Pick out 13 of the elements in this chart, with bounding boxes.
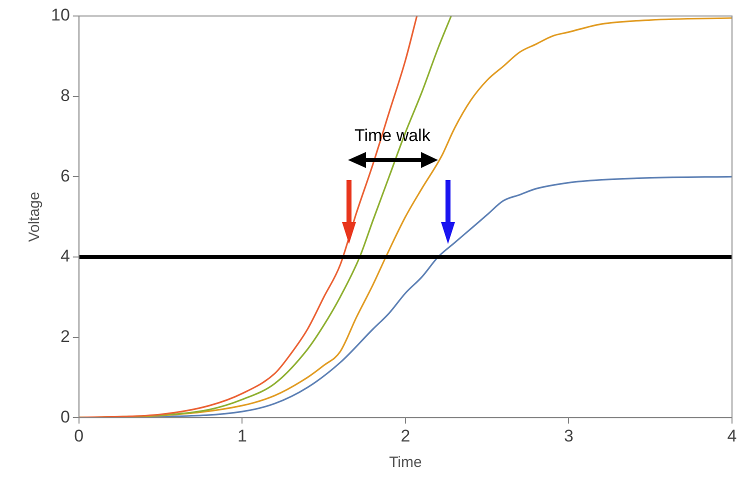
y-axis-title: Voltage: [26, 192, 44, 242]
x-tick-label: 1: [237, 426, 247, 446]
y-tick-label: 0: [60, 407, 70, 426]
x-tick-label: 2: [400, 426, 410, 446]
x-tick-label: 0: [74, 426, 84, 446]
x-axis-title: Time: [389, 454, 422, 472]
x-tick-label: 4: [727, 426, 737, 446]
y-tick-label: 10: [50, 6, 70, 25]
y-tick-label: 8: [60, 86, 70, 106]
x-tick-label: 3: [564, 426, 574, 446]
y-tick-label: 6: [60, 166, 70, 186]
y-tick-label: 4: [60, 246, 70, 266]
y-tick-label: 2: [60, 326, 70, 346]
